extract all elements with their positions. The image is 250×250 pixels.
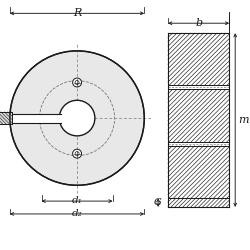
Text: G: G	[153, 198, 161, 207]
Text: m: m	[238, 115, 249, 125]
Text: b: b	[195, 18, 202, 28]
Circle shape	[10, 51, 144, 185]
Bar	[168, 146, 229, 198]
Bar	[168, 198, 229, 207]
Bar	[168, 90, 229, 142]
Bar	[168, 146, 229, 198]
Text: d₁: d₁	[72, 196, 83, 205]
Circle shape	[73, 78, 82, 87]
Bar	[168, 86, 229, 89]
Bar	[168, 142, 229, 146]
Bar	[168, 33, 229, 86]
Circle shape	[73, 149, 82, 158]
Bar	[0, 112, 12, 124]
Bar	[168, 90, 229, 142]
Bar	[0, 112, 12, 124]
Text: d₂: d₂	[72, 209, 83, 218]
Bar	[168, 33, 229, 86]
Bar	[168, 198, 229, 207]
Circle shape	[59, 100, 95, 136]
Text: R: R	[73, 8, 81, 18]
Bar	[8, 114, 72, 122]
